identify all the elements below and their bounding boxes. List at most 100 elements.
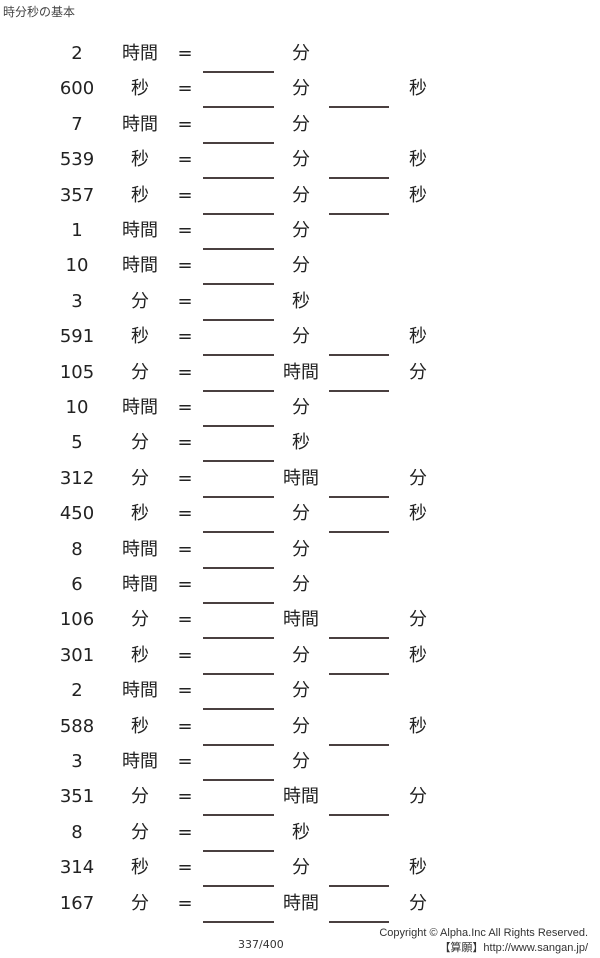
answer-blank-2[interactable] [329,495,389,498]
answer-unit-2: 分 [409,892,427,914]
given-value: 1 [71,220,83,241]
given-value: 167 [59,892,95,914]
answer-blank-1[interactable] [203,212,274,215]
given-value: 314 [59,857,95,879]
given-value: 2 [71,43,83,64]
answer-unit-2: 秒 [409,644,427,666]
answer-unit-2: 分 [409,361,427,383]
answer-unit-1: 分 [292,680,310,702]
answer-blank-1[interactable] [203,283,274,286]
answer-blank-1[interactable] [203,672,274,675]
answer-blank-2[interactable] [329,177,389,180]
equals-sign: = [177,609,193,631]
answer-unit-1: 時間 [283,609,319,631]
answer-blank-2[interactable] [329,354,389,357]
answer-blank-1[interactable] [203,637,274,640]
given-value: 600 [59,78,95,100]
answer-unit-1: 分 [292,255,310,277]
answer-blank-1[interactable] [203,602,274,604]
given-value: 2 [71,680,83,702]
answer-blank-2[interactable] [329,531,389,534]
answer-blank-2[interactable] [329,637,389,640]
answer-unit-1: 時間 [283,467,319,489]
answer-unit-2: 秒 [409,503,427,525]
answer-blank-2[interactable] [329,814,389,817]
equals-sign: = [177,220,193,241]
answer-blank-1[interactable] [203,71,274,73]
answer-blank-1[interactable] [203,849,274,852]
answer-unit-1: 秒 [292,290,310,312]
answer-unit-1: 分 [292,751,310,772]
equals-sign: = [177,361,193,383]
problem-row: 301 秒 = 分 秒 [0,644,600,675]
given-unit: 時間 [122,43,158,64]
given-unit: 時間 [122,574,158,595]
answer-unit-1: 分 [292,220,310,241]
given-unit: 時間 [122,397,158,418]
given-value: 7 [71,113,83,135]
answer-blank-1[interactable] [203,920,274,923]
answer-blank-2[interactable] [329,389,389,392]
answer-blank-1[interactable] [203,354,274,357]
answer-blank-1[interactable] [203,708,274,711]
answer-unit-2: 秒 [409,78,427,100]
given-value: 105 [59,361,95,383]
answer-blank-1[interactable] [203,495,274,498]
given-value: 351 [59,786,95,808]
equals-sign: = [177,467,193,489]
answer-unit-1: 分 [292,715,310,737]
equals-sign: = [177,184,193,206]
answer-unit-2: 分 [409,609,427,631]
answer-blank-2[interactable] [329,212,389,215]
given-value: 588 [59,715,95,737]
problem-row: 6 時間 = 分 [0,573,600,604]
answer-unit-2: 秒 [409,326,427,348]
problem-row: 2 時間 = 分 [0,42,600,73]
equals-sign: = [177,715,193,737]
answer-blank-1[interactable] [203,389,274,392]
given-unit: 分 [131,361,149,383]
given-value: 6 [71,574,83,595]
answer-blank-2[interactable] [329,885,389,888]
answer-blank-1[interactable] [203,566,274,569]
answer-blank-2[interactable] [329,672,389,675]
answer-blank-1[interactable] [203,177,274,180]
problem-row: 357 秒 = 分 秒 [0,184,600,215]
answer-blank-1[interactable] [203,318,274,321]
equals-sign: = [177,786,193,808]
problem-row: 2 時間 = 分 [0,679,600,711]
answer-blank-1[interactable] [203,814,274,817]
problem-row: 588 秒 = 分 秒 [0,715,600,746]
problem-row: 8 分 = 秒 [0,821,600,852]
given-unit: 分 [131,892,149,914]
problem-row: 3 時間 = 分 [0,750,600,781]
given-unit: 時間 [122,538,158,560]
answer-blank-1[interactable] [203,885,274,888]
equals-sign: = [177,680,193,702]
equals-sign: = [177,574,193,595]
given-unit: 秒 [131,184,149,206]
copyright-text: Copyright © Alpha.Inc All Rights Reserve… [379,927,588,939]
answer-blank-1[interactable] [203,425,274,427]
answer-blank-1[interactable] [203,460,274,463]
answer-blank-2[interactable] [329,106,389,109]
answer-unit-1: 分 [292,503,310,525]
answer-blank-2[interactable] [329,920,389,923]
given-unit: 秒 [131,149,149,171]
given-unit: 時間 [122,680,158,702]
equals-sign: = [177,78,193,100]
answer-blank-1[interactable] [203,106,274,109]
answer-blank-1[interactable] [203,743,274,746]
given-unit: 秒 [131,78,149,100]
answer-unit-1: 分 [292,538,310,560]
answer-blank-1[interactable] [203,531,274,534]
answer-unit-1: 分 [292,326,310,348]
given-value: 301 [59,644,95,666]
problem-row: 7 時間 = 分 [0,113,600,144]
answer-blank-2[interactable] [329,743,389,746]
answer-blank-1[interactable] [203,141,274,144]
answer-unit-1: 分 [292,644,310,666]
answer-unit-2: 秒 [409,857,427,879]
answer-blank-1[interactable] [203,779,274,781]
answer-blank-1[interactable] [203,248,274,250]
